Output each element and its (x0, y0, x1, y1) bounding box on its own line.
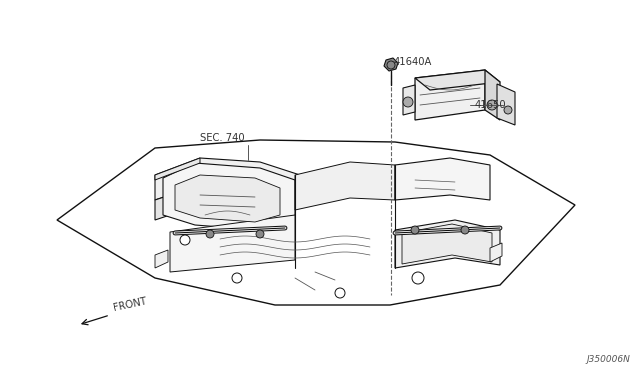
Text: SEC. 740: SEC. 740 (200, 133, 244, 143)
Polygon shape (57, 140, 575, 305)
Circle shape (504, 106, 512, 114)
Circle shape (487, 100, 497, 110)
Polygon shape (155, 185, 200, 220)
Polygon shape (403, 85, 415, 115)
Polygon shape (490, 243, 502, 262)
Polygon shape (384, 58, 398, 71)
Circle shape (461, 226, 469, 234)
Polygon shape (395, 220, 500, 268)
Polygon shape (170, 215, 295, 272)
Polygon shape (415, 70, 485, 120)
Circle shape (403, 97, 413, 107)
Text: 41650: 41650 (475, 100, 507, 110)
Text: 41640A: 41640A (394, 57, 433, 67)
Circle shape (412, 272, 424, 284)
Circle shape (180, 235, 190, 245)
Polygon shape (485, 70, 500, 120)
Circle shape (335, 288, 345, 298)
Circle shape (206, 230, 214, 238)
Circle shape (411, 226, 419, 234)
Polygon shape (402, 224, 492, 264)
Polygon shape (395, 158, 490, 200)
Text: J350006N: J350006N (586, 355, 630, 364)
Circle shape (232, 273, 242, 283)
Polygon shape (155, 158, 300, 200)
Polygon shape (155, 158, 200, 180)
Polygon shape (415, 70, 500, 90)
Polygon shape (295, 162, 395, 210)
Polygon shape (155, 250, 168, 268)
Polygon shape (175, 175, 280, 222)
Polygon shape (497, 84, 515, 125)
Text: FRONT: FRONT (112, 296, 147, 313)
Polygon shape (163, 163, 295, 230)
Circle shape (256, 230, 264, 238)
